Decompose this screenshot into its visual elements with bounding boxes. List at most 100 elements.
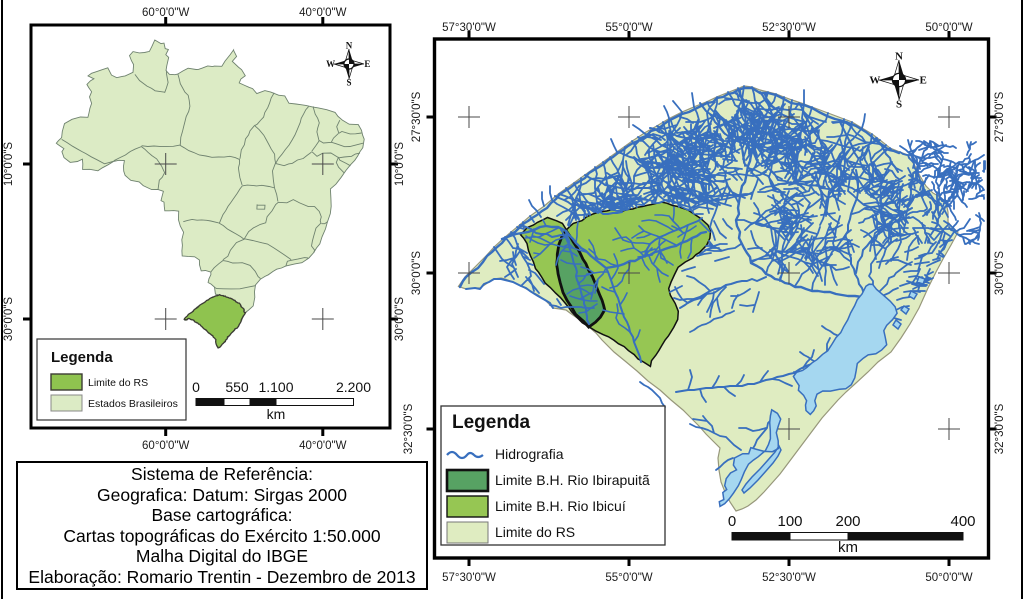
coordinate-label: 27°30'0"S <box>994 91 1006 142</box>
legend-item-label: Limite do RS <box>88 377 148 389</box>
graticule-cross <box>311 308 334 330</box>
scalebar-segment <box>249 398 277 406</box>
coordinate-label: 27°30'0"S <box>411 91 423 142</box>
right-legend: Legenda Hidrografia Limite B.H. Rio Ibir… <box>440 405 666 546</box>
compass-rose: N S W E <box>869 50 927 110</box>
left-legend: Legenda Limite do RS Estados Brasileiros <box>36 338 187 421</box>
info-line: Malha Digital do IBGE <box>135 546 309 566</box>
scalebar-label: 400 <box>950 513 975 530</box>
scalebar-label: 550 <box>225 379 249 395</box>
coordinate-label: 30°0'0"S <box>994 251 1006 295</box>
compass-circle-quadrant <box>892 80 899 87</box>
scalebar-label: 0 <box>728 513 736 530</box>
graticule-cross <box>154 153 177 175</box>
rivers-mid <box>465 91 913 393</box>
rs-map <box>457 85 986 512</box>
legend-item-label: Limite B.H. Rio Ibicuí <box>495 498 626 514</box>
compass-west-label: W <box>326 59 335 69</box>
graticule-cross <box>458 106 480 128</box>
scalebar-segment <box>223 398 251 406</box>
compass-north-label: N <box>895 50 903 62</box>
graticule-cross <box>938 106 960 128</box>
coordinate-label: 60°0'0"W <box>142 440 189 452</box>
compass-south-label: S <box>896 99 902 111</box>
hydrography <box>458 85 986 471</box>
coordinate-label: 60°0'0"W <box>142 7 189 19</box>
compass-circle-quadrant <box>899 73 906 80</box>
scalebar-unit: km <box>838 539 858 556</box>
coordinate-label: 32°30'0"S <box>403 403 415 454</box>
compass-east-label: E <box>920 75 927 87</box>
graticule-cross <box>458 262 480 284</box>
rivers-trunk <box>458 86 901 299</box>
right-scalebar: 0 100 200 400 km <box>728 513 976 556</box>
scalebar-unit: km <box>267 406 286 422</box>
coordinate-label: 40°0'0"W <box>299 440 346 452</box>
compass-circle-quadrant <box>344 64 349 69</box>
graticule-cross <box>778 262 800 284</box>
lagoons <box>718 276 926 508</box>
brazil-map <box>55 39 365 349</box>
coordinate-label: 32°30'0"S <box>994 403 1006 454</box>
scalebar-segment <box>847 532 964 541</box>
scalebar-label: 0 <box>192 379 200 395</box>
info-line: Sistema de Referência: <box>131 464 313 484</box>
coordinate-label: 40°0'0"W <box>299 7 346 19</box>
legend-item-label: Limite do RS <box>495 524 575 540</box>
graticule-cross <box>778 418 800 440</box>
coordinate-label: 10°0'0"S <box>3 142 15 186</box>
compass-west-label: W <box>869 75 880 87</box>
legend-item-label: Estados Brasileiros <box>88 398 178 410</box>
compass-east-label: E <box>364 59 370 69</box>
legend-title: Legenda <box>51 349 113 366</box>
coordinate-label: 30°0'0"S <box>394 297 406 341</box>
coordinate-label: 30°0'0"S <box>411 251 423 295</box>
legend-swatch-ibirapuita <box>445 468 490 493</box>
info-line: Cartas topográficas do Exército 1:50.000 <box>63 525 381 546</box>
graticule-cross <box>778 106 800 128</box>
brazil-panel: N S W E Legenda Limite do RS Estados Brasil… <box>29 23 392 430</box>
scalebar-label: 2.200 <box>336 379 371 395</box>
coordinate-label: 57°30'0"W <box>442 22 496 34</box>
compass-north-label: N <box>346 40 353 50</box>
compass-rose: N S W E <box>326 40 370 87</box>
graticule-cross <box>311 153 334 175</box>
coordinate-label: 50°0'0"W <box>925 22 972 34</box>
legend-swatch-rs <box>50 373 83 391</box>
graticule-cross <box>618 106 640 128</box>
scalebar-label: 100 <box>777 513 802 530</box>
coordinate-label: 55°0'0"W <box>605 572 652 584</box>
left-scalebar: 0 550 1.100 2.200 km <box>192 379 371 422</box>
info-line: Geografica: Datum: Sirgas 2000 <box>97 484 347 505</box>
legend-swatch-rs <box>446 521 489 544</box>
compass-south-label: S <box>346 77 351 87</box>
brazil-state-borders <box>61 70 364 314</box>
scalebar-label: 200 <box>835 513 860 530</box>
reference-info-box: Sistema de Referência: Geografica: Datum:… <box>16 461 428 590</box>
info-line: Elaboração: Romario Trentin - Dezembro d… <box>28 566 416 587</box>
coordinate-label: 55°0'0"W <box>605 22 652 34</box>
legend-swatch-states <box>50 394 83 412</box>
scalebar-segment <box>275 398 354 406</box>
graticule-cross <box>154 308 177 330</box>
coordinate-label: 52°30'0"W <box>762 22 816 34</box>
legend-hydrography-symbol <box>446 450 484 460</box>
graticule-cross <box>938 262 960 284</box>
graticule-cross <box>938 418 960 440</box>
scalebar-segment <box>195 398 225 406</box>
legend-item-label: Limite B.H. Rio Ibirapuitã <box>495 472 650 488</box>
rs-panel: N S W E Legenda Hidrografia Limite B.H. Rio… <box>432 37 991 560</box>
legend-swatch-ibicui <box>446 495 489 518</box>
scalebar-segment <box>731 532 791 541</box>
coordinate-label: 10°0'0"S <box>394 142 406 186</box>
rs-state-highlight <box>183 294 247 349</box>
coordinate-label: 57°30'0"W <box>442 572 496 584</box>
graticule-cross <box>618 262 640 284</box>
info-line: Base cartográfica: <box>151 505 293 525</box>
coordinate-label: 52°30'0"W <box>762 572 816 584</box>
legend-title: Legenda <box>452 412 531 433</box>
coordinate-label: 50°0'0"W <box>925 572 972 584</box>
scalebar-label: 1.100 <box>258 379 293 395</box>
